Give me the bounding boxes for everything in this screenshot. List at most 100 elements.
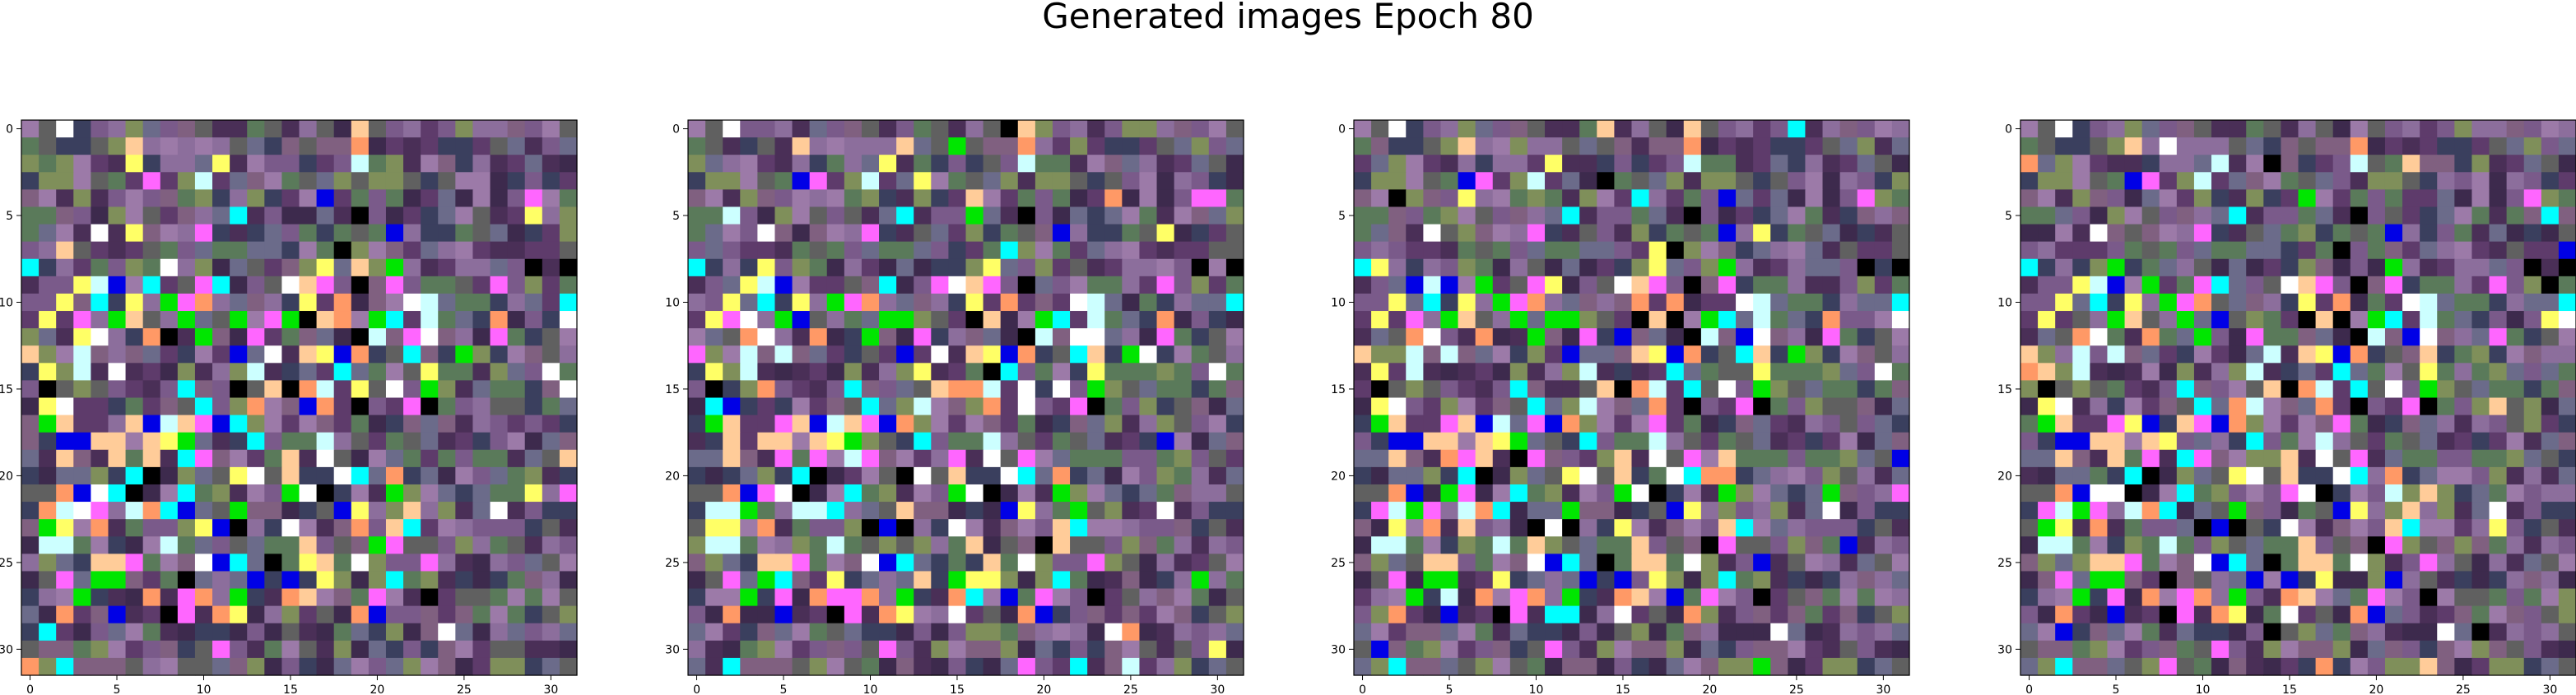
image-pixel bbox=[21, 657, 40, 676]
image-pixel bbox=[507, 293, 526, 312]
image-pixel bbox=[688, 137, 706, 155]
image-pixel bbox=[2558, 293, 2576, 312]
image-pixel bbox=[1070, 345, 1088, 364]
image-pixel bbox=[1354, 293, 1372, 312]
image-pixel bbox=[2506, 502, 2525, 520]
image-pixel bbox=[1087, 293, 1105, 312]
image-pixel bbox=[194, 258, 213, 277]
image-pixel bbox=[1354, 397, 1372, 416]
image-pixel bbox=[2523, 588, 2542, 607]
image-pixel bbox=[1631, 502, 1650, 520]
image-pixel bbox=[385, 345, 404, 364]
image-pixel bbox=[2402, 432, 2420, 451]
image-pixel bbox=[1156, 241, 1175, 260]
image-pixel bbox=[896, 380, 914, 399]
image-pixel bbox=[1788, 623, 1806, 642]
image-pixel bbox=[2367, 397, 2386, 416]
image-pixel bbox=[1631, 623, 1650, 642]
image-pixel bbox=[1475, 224, 1494, 243]
image-pixel bbox=[792, 363, 811, 381]
image-pixel bbox=[2107, 155, 2126, 173]
image-pixel bbox=[455, 623, 474, 642]
image-pixel bbox=[1509, 276, 1528, 294]
image-pixel bbox=[931, 258, 949, 277]
image-pixel bbox=[792, 155, 811, 173]
image-pixel bbox=[2055, 588, 2073, 607]
image-pixel bbox=[1700, 554, 1719, 572]
image-pixel bbox=[1891, 258, 1910, 277]
image-pixel bbox=[1545, 345, 1563, 364]
image-pixel bbox=[1440, 311, 1459, 329]
image-pixel bbox=[142, 328, 161, 346]
image-pixel bbox=[2176, 276, 2195, 294]
image-pixel bbox=[1770, 605, 1788, 624]
image-pixel bbox=[455, 432, 474, 451]
image-pixel bbox=[1579, 605, 1597, 624]
image-pixel bbox=[931, 345, 949, 364]
image-pixel bbox=[1839, 484, 1858, 503]
image-pixel bbox=[1225, 380, 1244, 399]
image-pixel bbox=[1857, 415, 1876, 433]
image-pixel bbox=[2263, 380, 2281, 399]
image-pixel bbox=[2298, 380, 2317, 399]
image-pixel bbox=[2367, 466, 2386, 485]
image-pixel bbox=[1874, 224, 1893, 243]
image-pixel bbox=[1736, 241, 1754, 260]
image-pixel bbox=[1492, 120, 1511, 138]
image-pixel bbox=[1458, 623, 1476, 642]
image-pixel bbox=[1631, 137, 1650, 155]
image-pixel bbox=[2055, 172, 2073, 190]
image-pixel bbox=[299, 519, 318, 537]
image-pixel bbox=[1225, 502, 1244, 520]
image-pixel bbox=[333, 258, 352, 277]
image-pixel bbox=[948, 415, 967, 433]
image-pixel bbox=[1839, 571, 1858, 590]
image-pixel bbox=[1700, 120, 1719, 138]
image-pixel bbox=[2229, 363, 2247, 381]
image-pixel bbox=[1614, 172, 1633, 190]
image-pixel bbox=[1545, 276, 1563, 294]
image-pixel bbox=[2489, 640, 2508, 659]
image-pixel bbox=[455, 206, 474, 225]
x-tick-label: 30 bbox=[1210, 683, 1225, 695]
image-pixel bbox=[39, 415, 57, 433]
image-pixel bbox=[896, 276, 914, 294]
image-pixel bbox=[2420, 241, 2438, 260]
image-pixel bbox=[2384, 449, 2403, 468]
image-pixel bbox=[1035, 449, 1053, 468]
image-pixel bbox=[39, 206, 57, 225]
image-pixel bbox=[2437, 258, 2455, 277]
image-pixel bbox=[1839, 449, 1858, 468]
image-pixel bbox=[160, 137, 179, 155]
image-pixel bbox=[774, 120, 793, 138]
image-pixel bbox=[2229, 258, 2247, 277]
image-pixel bbox=[1087, 137, 1105, 155]
y-tick-label: 5 bbox=[1338, 210, 1346, 223]
image-pixel bbox=[1104, 293, 1123, 312]
image-pixel bbox=[1017, 640, 1036, 659]
image-pixel bbox=[559, 397, 578, 416]
image-pixel bbox=[1788, 206, 1806, 225]
image-pixel bbox=[948, 519, 967, 537]
image-pixel bbox=[1770, 432, 1788, 451]
image-pixel bbox=[844, 258, 863, 277]
image-pixel bbox=[507, 380, 526, 399]
image-pixel bbox=[1891, 657, 1910, 676]
image-pixel bbox=[2176, 172, 2195, 190]
image-pixel bbox=[108, 363, 127, 381]
image-pixel bbox=[1683, 206, 1702, 225]
image-pixel bbox=[2350, 519, 2369, 537]
image-pixel bbox=[723, 571, 741, 590]
image-pixel bbox=[861, 363, 880, 381]
image-pixel bbox=[1579, 484, 1597, 503]
image-pixel bbox=[861, 397, 880, 416]
image-pixel bbox=[281, 276, 300, 294]
image-pixel bbox=[403, 276, 421, 294]
image-pixel bbox=[723, 449, 741, 468]
image-pixel bbox=[142, 363, 161, 381]
image-pixel bbox=[142, 657, 161, 676]
image-pixel bbox=[1440, 484, 1459, 503]
image-pixel bbox=[2402, 311, 2420, 329]
image-pixel bbox=[1122, 380, 1141, 399]
image-pixel bbox=[333, 657, 352, 676]
